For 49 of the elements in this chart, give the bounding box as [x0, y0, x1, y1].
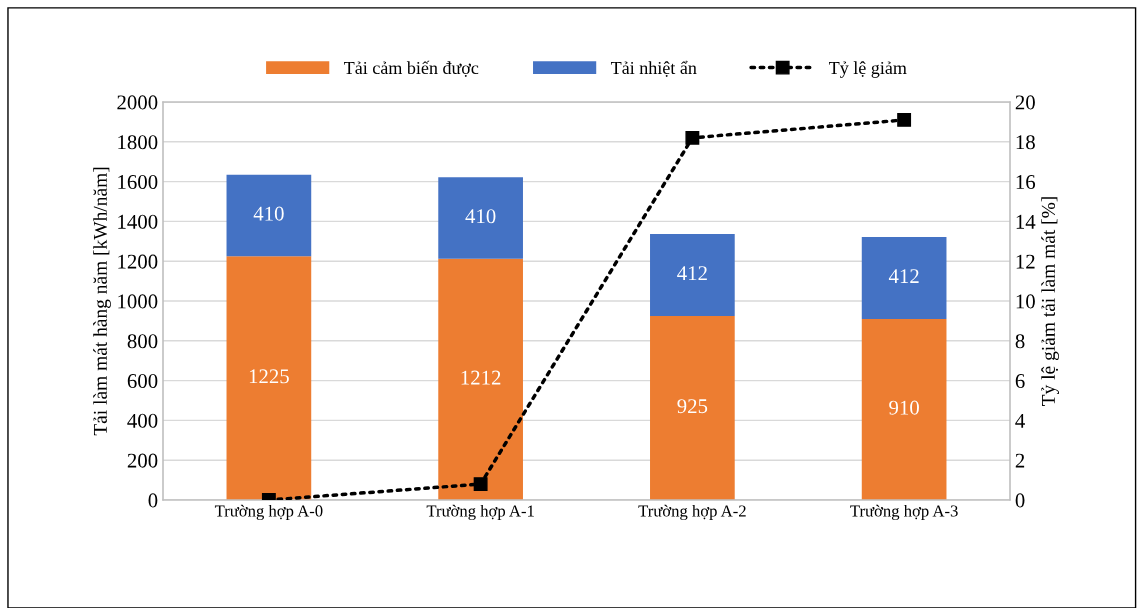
- bar: [650, 315, 735, 500]
- bar: [226, 174, 312, 257]
- y2-tick-label: 14: [1016, 214, 1036, 229]
- y-tick-label: 0: [148, 493, 158, 508]
- y-tick-label: 600: [127, 373, 158, 389]
- y2-tick-label: 0: [1015, 493, 1025, 508]
- y2-tick-label: 18: [1016, 135, 1035, 150]
- data-label: 1212: [461, 370, 501, 385]
- bar: [226, 256, 312, 500]
- x-tick-label: Trường hợp A-1: [426, 504, 534, 521]
- y-tick-label: 1200: [118, 254, 158, 269]
- point: [685, 130, 700, 145]
- bar: [861, 236, 947, 319]
- y-tick-label: 400: [127, 413, 158, 428]
- y2-tick-label: 10: [1016, 294, 1035, 309]
- x-tick-label: Trường hợp A-3: [850, 504, 958, 521]
- y-axis-title: Tải làm mát hàng năm [kWh/năm]: [93, 167, 111, 436]
- y-tick-label: 2000: [117, 95, 158, 110]
- data-label: 925: [677, 399, 708, 414]
- y-tick-label: 1400: [118, 214, 158, 229]
- y2-axis-title: Tỷ lệ giảm tải làm mát [%]: [1041, 197, 1059, 406]
- y2-tick-label: 12: [1016, 254, 1035, 269]
- data-label: 910: [889, 400, 919, 415]
- bar: [861, 318, 947, 500]
- legend-label: Tải cảm biến được: [344, 60, 479, 77]
- point: [897, 112, 912, 127]
- bar: [438, 177, 523, 259]
- legend-label: Tỷ lệ giảm: [829, 61, 907, 78]
- legend-label: Tải nhiệt ẩn: [610, 60, 697, 77]
- y-tick-label: 1800: [118, 135, 158, 150]
- y2-tick-label: 8: [1015, 334, 1025, 349]
- data-label: 412: [888, 269, 919, 283]
- y-tick-label: 200: [127, 453, 158, 468]
- y2-tick-label: 6: [1015, 374, 1025, 389]
- y-tick-label: 1600: [118, 174, 158, 190]
- y2-tick-label: 20: [1015, 95, 1035, 110]
- y2-tick-label: 4: [1015, 413, 1025, 428]
- y-tick-label: 800: [127, 334, 158, 349]
- x-tick-label: Trường hợp A-0: [214, 504, 323, 521]
- data-label: 410: [465, 209, 496, 224]
- y-tick-label: 1000: [118, 294, 158, 309]
- data-label: 410: [253, 206, 284, 221]
- x-tick-label: Trường hợp A-2: [638, 504, 746, 521]
- y2-tick-label: 2: [1015, 453, 1025, 468]
- data-label: 1225: [249, 369, 289, 384]
- bar: [650, 233, 735, 316]
- y2-tick-label: 16: [1016, 175, 1036, 190]
- data-label: 412: [677, 266, 707, 280]
- bar: [438, 258, 523, 500]
